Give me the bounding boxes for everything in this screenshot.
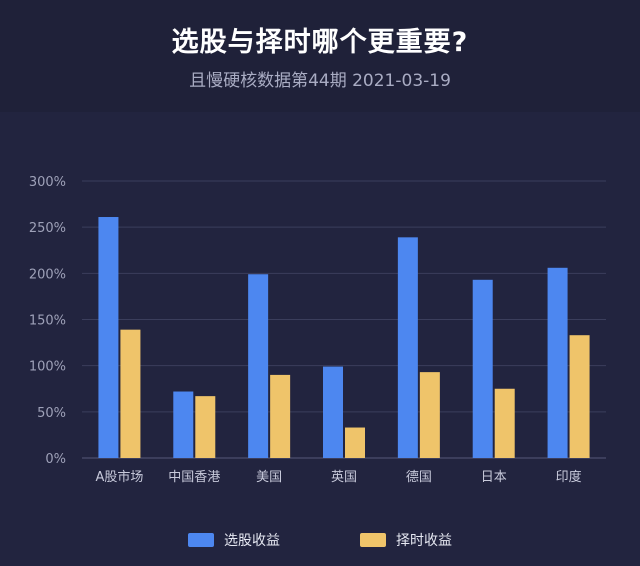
x-tick-label: A股市场	[95, 469, 143, 485]
bar-stock-picking	[397, 237, 418, 458]
x-tick-label: 美国	[256, 470, 282, 485]
bar-stock-picking	[173, 391, 194, 458]
y-tick-label: 200%	[29, 267, 66, 282]
y-tick-label: 150%	[29, 314, 66, 329]
bar-timing	[494, 388, 515, 458]
legend-label-timing: 择时收益	[396, 533, 452, 549]
bar-stock-picking	[98, 217, 119, 458]
bar-timing	[419, 372, 440, 458]
bar-stock-picking	[547, 267, 568, 458]
bar-stock-picking	[323, 366, 343, 458]
bar-timing	[195, 396, 216, 458]
chart-legend: 选股收益 择时收益	[0, 527, 640, 553]
x-tick-label: 英国	[331, 470, 357, 485]
legend-swatch-stock-picking	[188, 533, 214, 547]
bar-stock-picking	[472, 279, 493, 458]
bar-timing	[120, 329, 141, 458]
legend-label-stock-picking: 选股收益	[224, 533, 280, 549]
bar-timing	[345, 427, 365, 458]
y-tick-label: 0%	[45, 452, 66, 467]
bar-timing	[569, 335, 590, 458]
legend-item-stock-picking: 选股收益	[188, 530, 280, 550]
x-tick-label: 印度	[556, 469, 582, 485]
y-tick-label: 50%	[37, 406, 66, 421]
x-tick-label: 中国香港	[168, 470, 220, 485]
chart-subtitle: 且慢硬核数据第44期 2021-03-19	[189, 71, 451, 91]
bar-timing	[270, 374, 291, 458]
header: 选股与择时哪个更重要? 且慢硬核数据第44期 2021-03-19	[0, 0, 640, 112]
y-tick-label: 100%	[29, 360, 66, 375]
bar-chart: 0% 50% 100% 150% 200% 250% 300% A股市场 中国香港 美国 英国 德国 日…	[29, 175, 606, 485]
x-tick-label: 日本	[481, 470, 507, 485]
legend-swatch-timing	[360, 533, 386, 547]
legend-item-timing: 择时收益	[360, 530, 452, 550]
y-tick-label: 300%	[29, 175, 66, 190]
bar-stock-picking	[248, 274, 269, 458]
chart-title: 选股与择时哪个更重要?	[171, 27, 469, 58]
x-tick-label: 德国	[406, 470, 432, 485]
y-tick-label: 250%	[29, 221, 66, 236]
